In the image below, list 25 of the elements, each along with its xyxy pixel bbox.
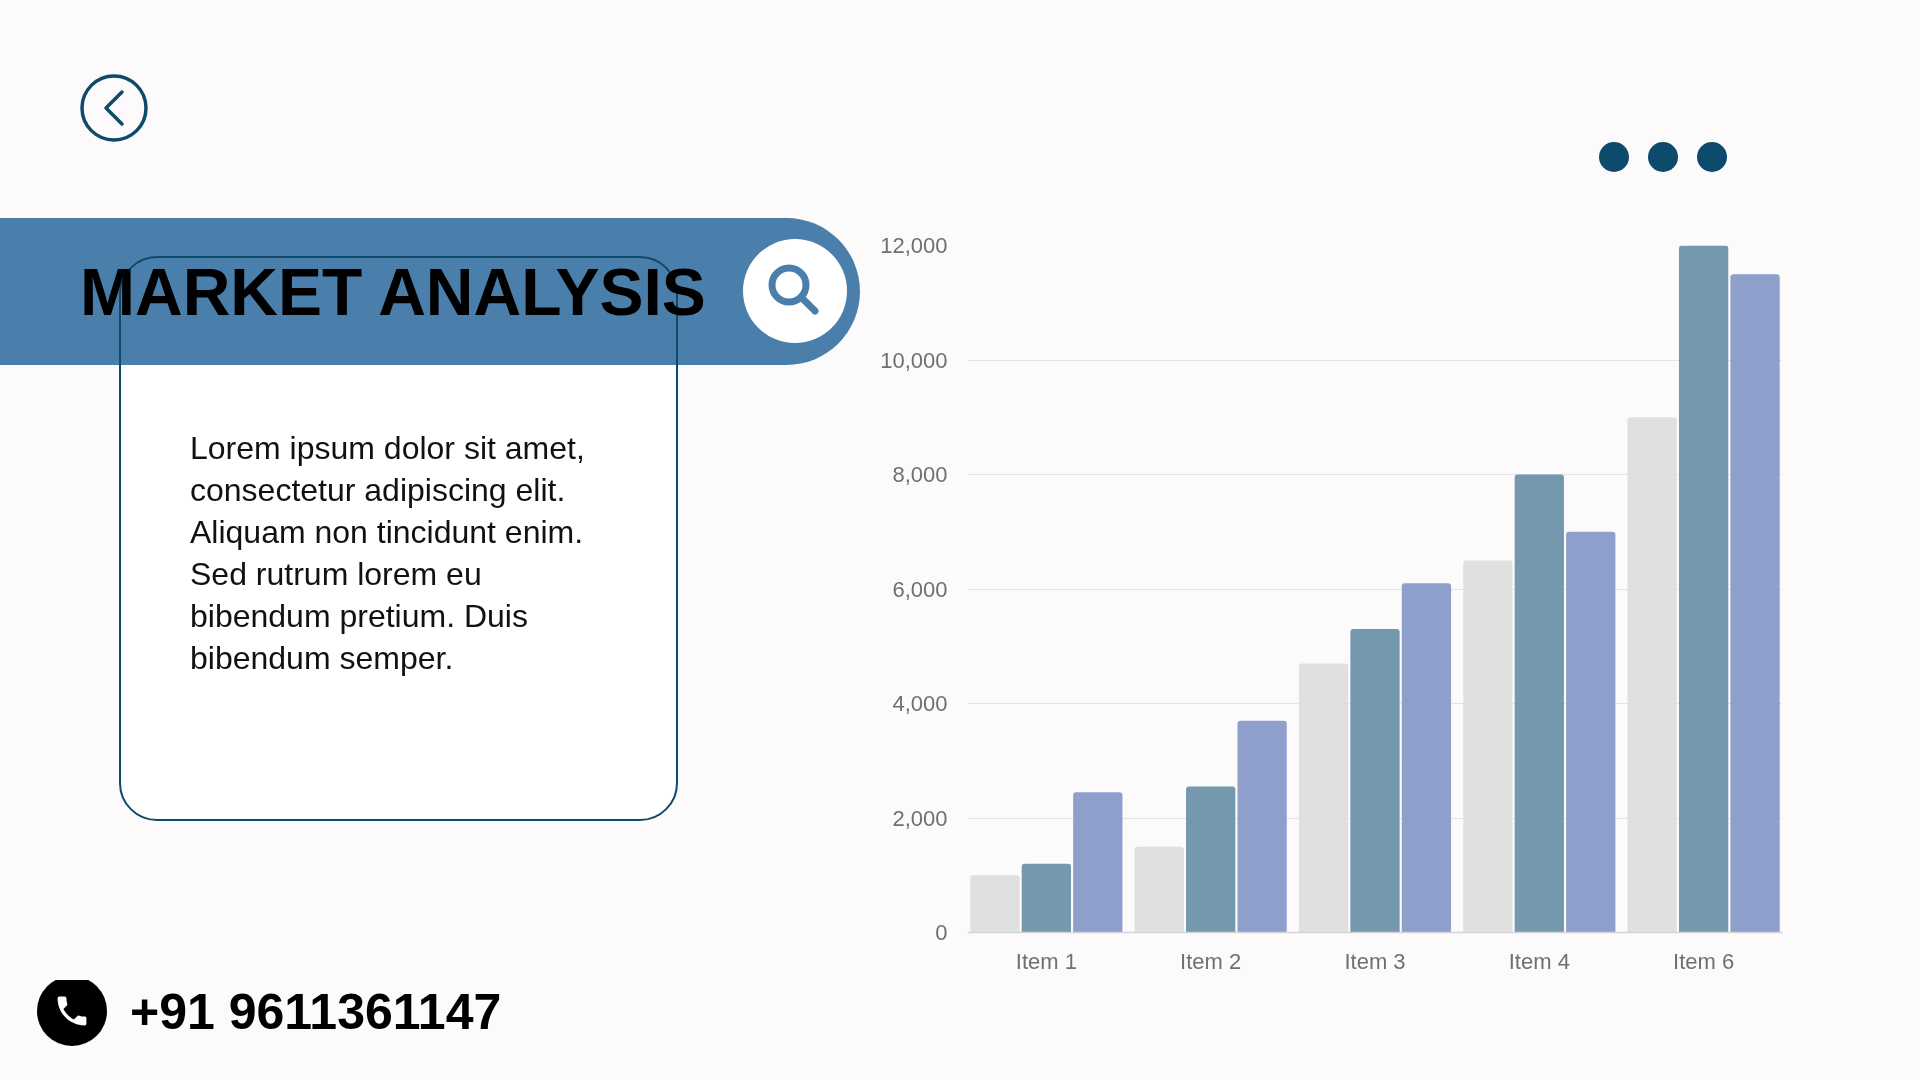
x-tick-label: Item 3 xyxy=(1344,948,1406,974)
bar xyxy=(1514,474,1564,933)
bar xyxy=(1350,629,1400,933)
y-tick-label: 4,000 xyxy=(892,691,948,716)
x-tick-label: Item 1 xyxy=(1015,948,1077,974)
bar xyxy=(1237,720,1287,933)
y-tick-label: 6,000 xyxy=(892,576,948,602)
x-tick-label: Item 6 xyxy=(1673,948,1735,974)
y-tick-label: 2,000 xyxy=(892,805,948,831)
text: +91 9611361147 xyxy=(130,984,502,1040)
bar xyxy=(1186,786,1236,933)
y-tick-label: 8,000 xyxy=(892,462,948,487)
text: MARKET ANALYSIS xyxy=(80,255,706,329)
bar xyxy=(1730,274,1780,933)
bar xyxy=(1566,531,1616,933)
y-tick-label: 10,000 xyxy=(880,347,948,373)
bar xyxy=(1073,792,1123,933)
bar xyxy=(1678,245,1729,933)
text: Lorem ipsum dolor sit amet, consectetur adipiscing elit. Aliquam non tincidunt enim. Sed rutrum lorem eu bibendum pretium. Duis bibendum semper. xyxy=(190,430,585,676)
bar xyxy=(1021,863,1072,933)
y-tick-label: 0 xyxy=(935,920,948,945)
x-tick-label: Item 4 xyxy=(1508,948,1570,974)
x-tick-label: Item 2 xyxy=(1180,948,1242,974)
y-tick-label: 12,000 xyxy=(880,233,948,258)
bar xyxy=(1401,583,1452,933)
